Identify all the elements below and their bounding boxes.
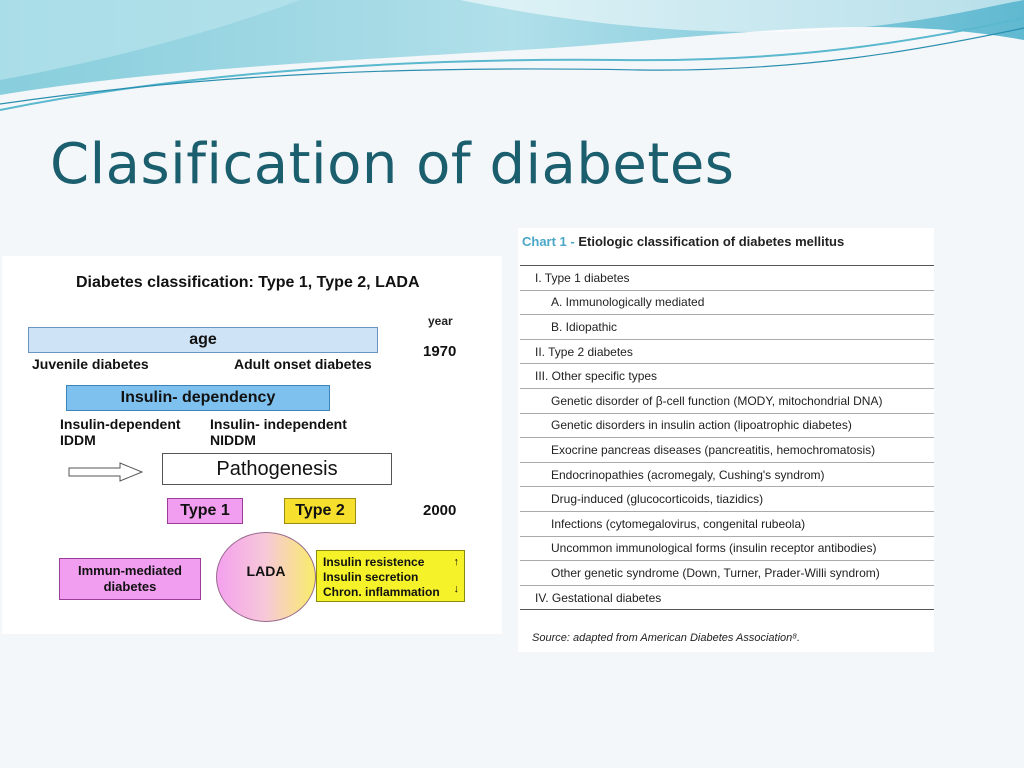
table-row: I. Type 1 diabetes: [520, 266, 934, 291]
table-row: Infections (cytomegalovirus, congenital …: [520, 512, 934, 537]
insulin-independent-label: Insulin- independent NIDDM: [210, 416, 347, 448]
table-row: Endocrinopathies (acromegaly, Cushing's …: [520, 463, 934, 488]
table-row: Drug-induced (glucocorticoids, tiazidics…: [520, 487, 934, 512]
immun-mediated-box: Immun-mediated diabetes: [59, 558, 201, 600]
immun-line2: diabetes: [103, 579, 157, 594]
chart-title-text: Etiologic classification of diabetes mel…: [578, 234, 845, 249]
chart-title: Chart 1 - Etiologic classification of di…: [522, 234, 844, 249]
etiologic-classification-chart: Chart 1 - Etiologic classification of di…: [518, 228, 934, 652]
diagram-title: Diabetes classification: Type 1, Type 2,…: [76, 274, 420, 291]
chart-source: Source: adapted from American Diabetes A…: [532, 632, 801, 644]
type2-box: Type 2: [284, 498, 356, 524]
iddm-text: IDDM: [60, 432, 96, 448]
insulin-dependent-label: Insulin-dependent IDDM: [60, 416, 181, 448]
factor-insulin-resistence: Insulin resistence: [323, 555, 425, 569]
lada-circle: LADA: [216, 532, 316, 622]
table-row: Other genetic syndrome (Down, Turner, Pr…: [520, 561, 934, 586]
table-row: III. Other specific types: [520, 364, 934, 389]
factor-insulin-secretion: Insulin secretion: [323, 570, 419, 584]
juvenile-diabetes-label: Juvenile diabetes: [32, 356, 149, 372]
year-1970: 1970: [423, 343, 457, 360]
adult-onset-label: Adult onset diabetes: [234, 356, 372, 372]
chart-title-prefix: Chart 1 -: [522, 234, 575, 249]
right-arrow-icon: [68, 462, 144, 482]
table-row: Genetic disorders in insulin action (lip…: [520, 414, 934, 439]
header-wave-decoration: [0, 0, 1024, 120]
table-row: B. Idiopathic: [520, 315, 934, 340]
immun-line1: Immun-mediated: [77, 563, 182, 578]
table-row: Uncommon immunological forms (insulin re…: [520, 537, 934, 562]
table-row: Exocrine pancreas diseases (pancreatitis…: [520, 438, 934, 463]
classification-diagram: Diabetes classification: Type 1, Type 2,…: [2, 256, 502, 634]
insulin-dependent-text: Insulin-dependent: [60, 416, 181, 432]
type2-factors-box: Insulin resistence Insulin secretion Chr…: [316, 550, 465, 602]
slide-title: Clasification of diabetes: [50, 132, 735, 197]
factor-chron-inflammation: Chron. inflammation: [323, 585, 440, 599]
table-row: A. Immunologically mediated: [520, 291, 934, 316]
insulin-independent-text: Insulin- independent: [210, 416, 347, 432]
arrow-up-icon: ↑: [453, 556, 460, 568]
table-row: Genetic disorder of β-cell function (MOD…: [520, 389, 934, 414]
niddm-text: NIDDM: [210, 432, 256, 448]
pathogenesis-box: Pathogenesis: [162, 453, 392, 485]
table-row: II. Type 2 diabetes: [520, 340, 934, 365]
type1-box: Type 1: [167, 498, 243, 524]
year-label: year: [428, 314, 453, 328]
year-2000: 2000: [423, 502, 457, 519]
table-row: IV. Gestational diabetes: [520, 586, 934, 611]
insulin-dependency-bar: Insulin- dependency: [66, 385, 330, 411]
arrow-down-icon: ↓: [453, 583, 460, 595]
etiologic-table: I. Type 1 diabetes A. Immunologically med…: [520, 265, 934, 611]
age-bar: age: [28, 327, 378, 353]
